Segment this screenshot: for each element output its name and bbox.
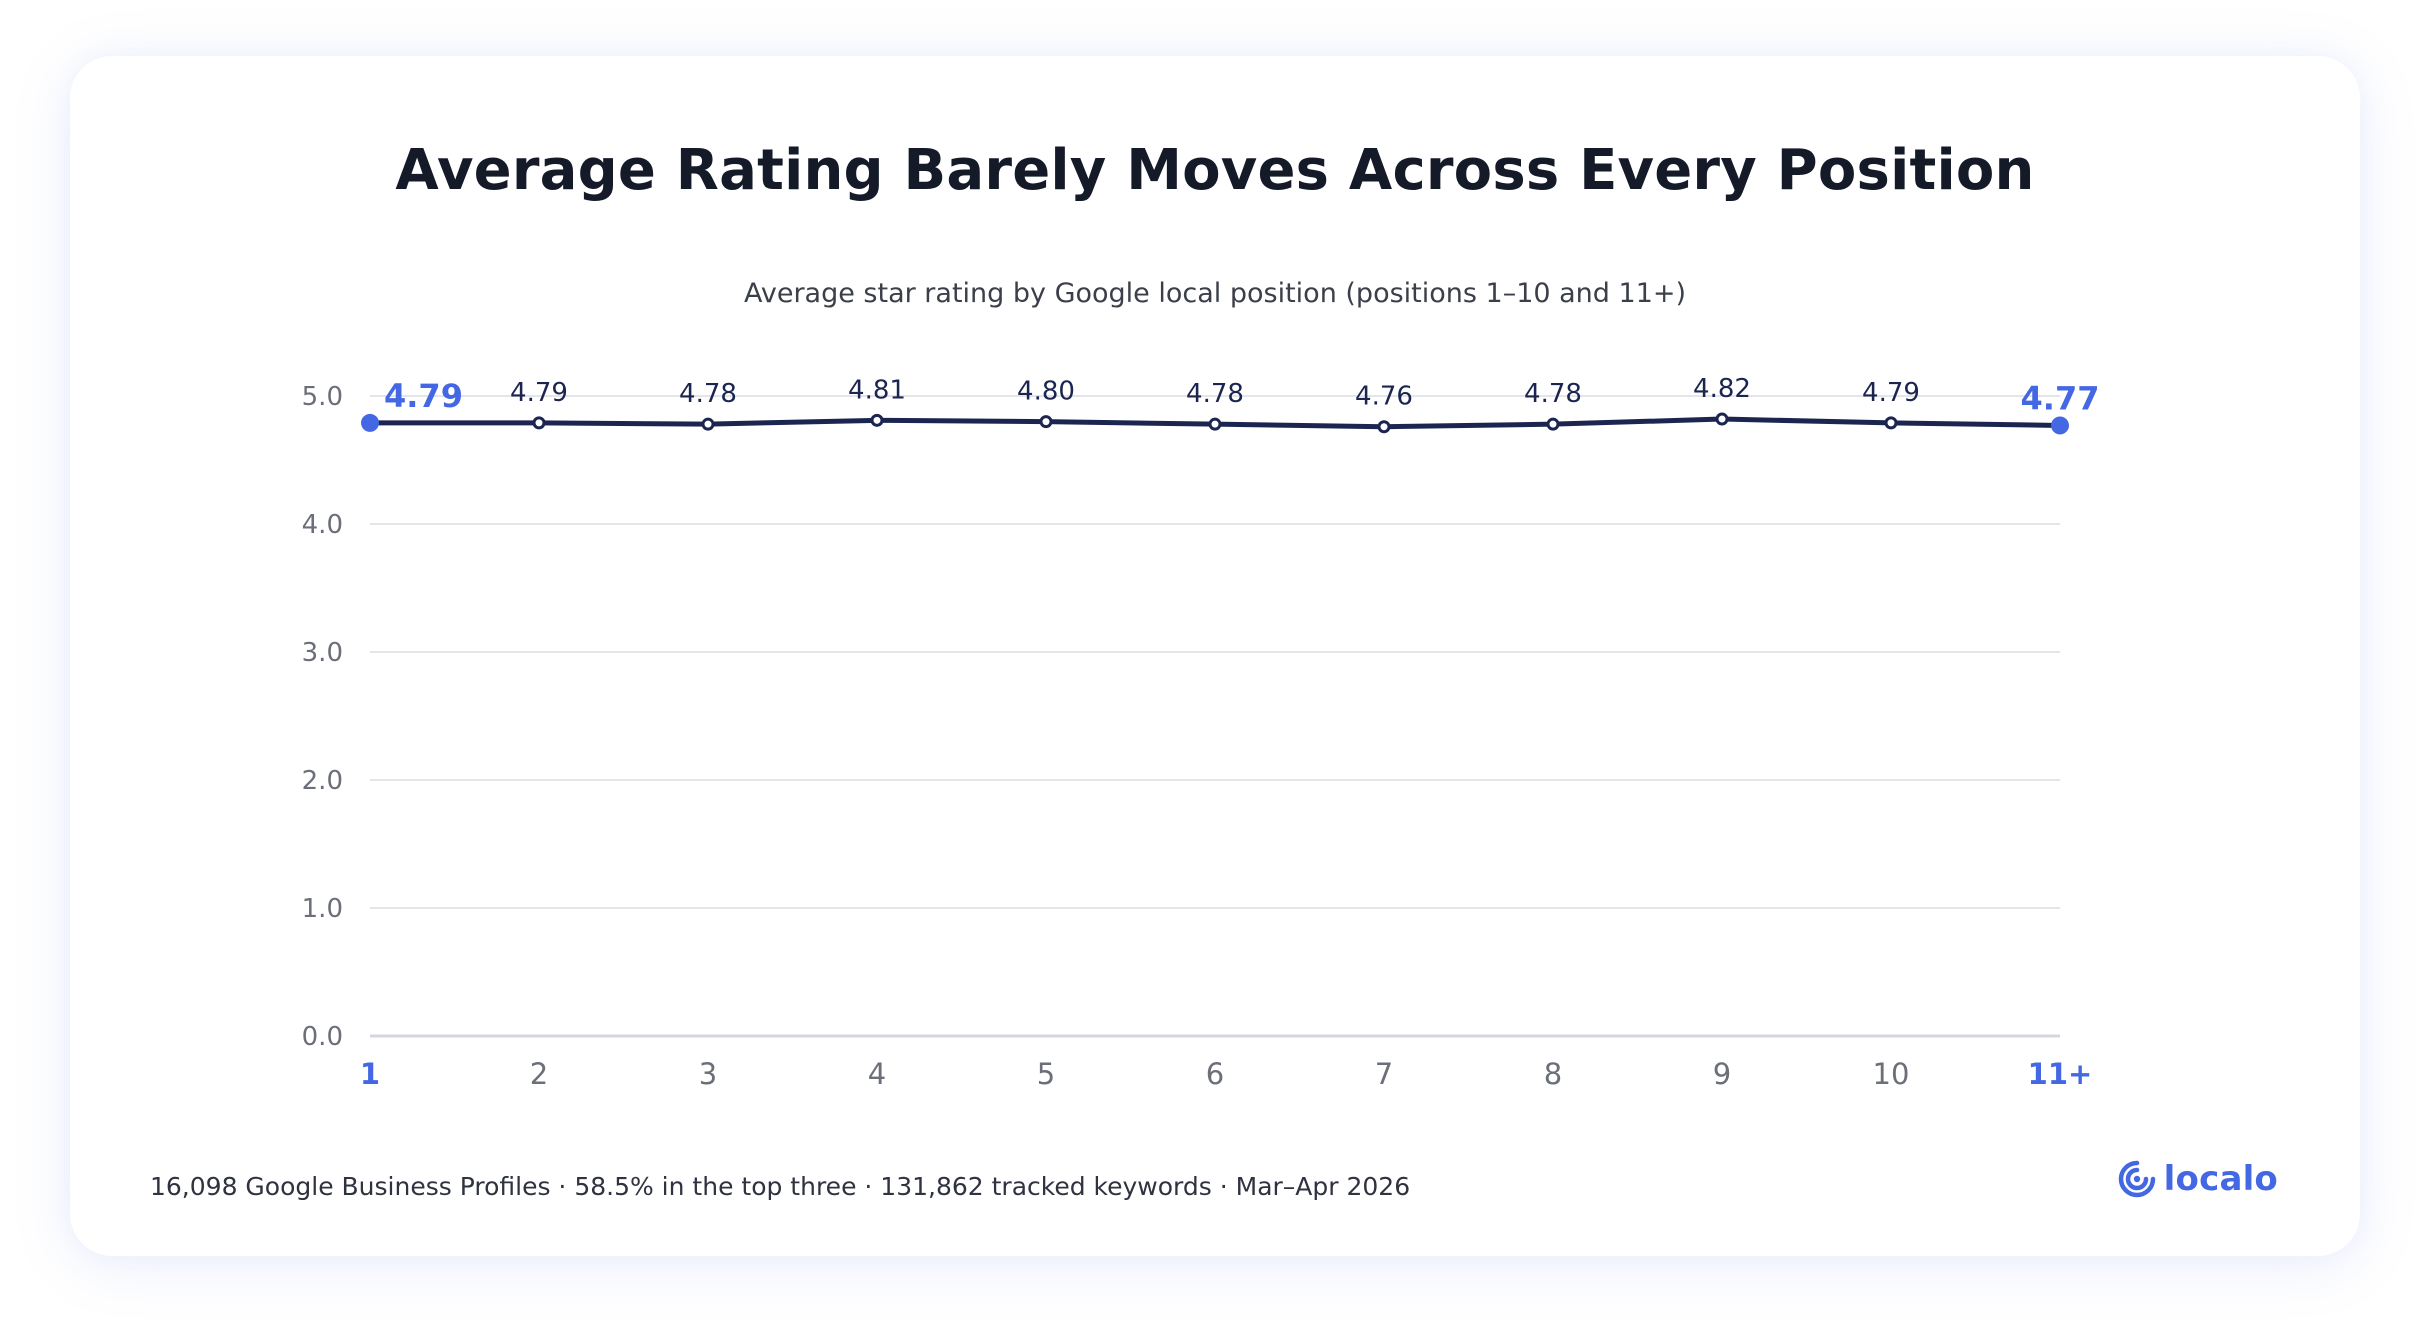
data-point: [1715, 412, 1729, 426]
brand-name: localo: [2163, 1159, 2278, 1199]
footer-note: 16,098 Google Business Profiles · 58.5% …: [150, 1172, 1411, 1201]
data-label: 4.78: [679, 379, 737, 409]
y-tick-label: 0.0: [302, 1022, 343, 1052]
data-label: 4.78: [1524, 379, 1582, 409]
brand-logo: localo: [2116, 1158, 2278, 1200]
highlighted-data-point: [2051, 416, 2069, 435]
data-point: [1039, 415, 1053, 429]
chart-title: Average Rating Barely Moves Across Every…: [395, 138, 2035, 203]
x-tick-label: 10: [1873, 1057, 1910, 1091]
data-point: [1546, 417, 1560, 431]
gridlines: [370, 395, 2060, 1038]
highlighted-data-label: 4.77: [2021, 379, 2100, 417]
x-axis-ticks: 1 2 3 4 5 6 7 8 9 10 11+: [360, 1057, 2092, 1091]
highlighted-data-label: 4.79: [384, 377, 463, 415]
localo-logo-icon: [2118, 1160, 2155, 1198]
x-tick-label: 7: [1375, 1057, 1393, 1091]
data-point: [1884, 416, 1898, 430]
y-tick-label: 4.0: [302, 510, 343, 540]
data-point: [1208, 417, 1222, 431]
x-tick-label: 11+: [2028, 1057, 2093, 1091]
y-axis-ticks: 0.0 1.0 2.0 3.0 4.0 5.0: [302, 382, 343, 1052]
x-tick-label: 5: [1037, 1057, 1055, 1091]
data-points: [361, 412, 2069, 435]
chart-subtitle: Average star rating by Google local posi…: [743, 278, 1687, 309]
y-tick-label: 3.0: [302, 638, 343, 668]
x-tick-label: 2: [530, 1057, 548, 1091]
x-tick-label: 9: [1713, 1057, 1731, 1091]
data-label: 4.78: [1186, 379, 1244, 409]
x-tick-label: 4: [868, 1057, 886, 1091]
data-label: 4.76: [1355, 382, 1413, 412]
data-point: [701, 417, 715, 431]
data-label: 4.79: [1862, 378, 1920, 408]
data-label: 4.79: [510, 378, 568, 408]
line-chart: 0.01.02.03.04.05.0 1 2 3 4 5 6 7 8 9 10 11+ 4.79 4.…: [302, 374, 2100, 1091]
highlighted-data-point: [361, 413, 379, 432]
chart-card: Average Rating Barely Moves Across Every…: [70, 56, 2360, 1256]
x-tick-label: 8: [1544, 1057, 1562, 1091]
data-label: 4.82: [1693, 374, 1751, 404]
y-tick-label: 2.0: [302, 766, 343, 796]
data-labels: 4.79 4.79 4.78 4.81 4.80 4.78 4.76 4.78 4.82 4.79…: [384, 374, 2099, 417]
data-point: [532, 416, 546, 430]
data-label: 4.81: [848, 375, 906, 405]
x-tick-label: 3: [699, 1057, 717, 1091]
x-tick-label: 1: [360, 1057, 380, 1091]
y-tick-label: 1.0: [302, 894, 343, 924]
data-label: 4.80: [1017, 377, 1075, 407]
data-point: [870, 413, 884, 427]
x-tick-label: 6: [1206, 1057, 1224, 1091]
data-point: [1377, 420, 1391, 434]
y-tick-label: 5.0: [302, 382, 343, 412]
